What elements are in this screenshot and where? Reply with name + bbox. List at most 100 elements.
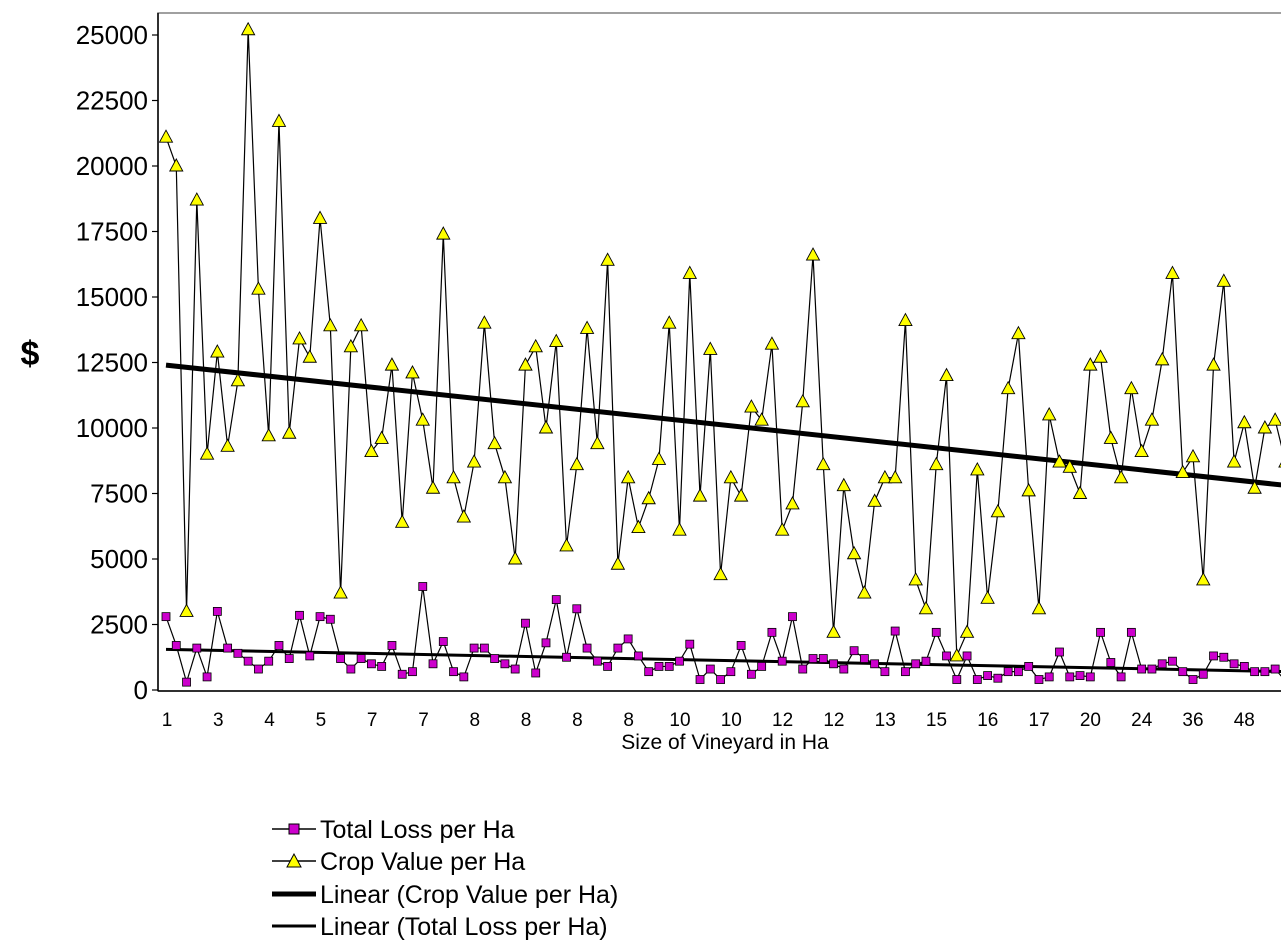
total-loss-point [1075, 671, 1085, 680]
crop-value-point [733, 488, 749, 502]
crop-value-point [158, 129, 174, 143]
crop-value-point [846, 545, 862, 560]
crop-value-point [1278, 462, 1281, 468]
crop-value-point [970, 461, 985, 476]
x-tick-label: 16 [977, 710, 998, 731]
crop-value-point [1134, 443, 1149, 458]
x-tick-label: 10 [669, 710, 690, 731]
crop-value-point [723, 469, 739, 484]
total-loss-point [469, 643, 479, 653]
y-tick-label: 12500 [76, 348, 148, 378]
total-loss-point [284, 654, 294, 663]
crop-value-point [620, 469, 636, 484]
crop-value-point [1062, 459, 1078, 473]
y-tick-label: 22500 [76, 86, 148, 116]
total-loss-point [1270, 664, 1280, 674]
total-loss-point [1178, 667, 1188, 677]
plot-area-border [157, 12, 1281, 692]
total-loss-point [623, 634, 633, 644]
x-axis: 1 3 4 5 7 7 8 8 8 8 10 10 12 12 13 15 16 17 20 24 36 48 [158, 690, 1281, 731]
total-loss-point [541, 638, 551, 648]
total-loss-point [438, 637, 448, 646]
y-tick-label: 7500 [90, 479, 148, 509]
y-axis: 0 2500 5000 7500 10000 12500 15000 17500 20000 22… [76, 13, 159, 705]
legend-item-crop-value: Crop Value per Ha [272, 848, 525, 876]
x-tick-label: 7 [367, 710, 378, 731]
crop-value-point [528, 338, 543, 353]
total-loss-point [397, 669, 407, 679]
total-loss-point [295, 610, 304, 620]
legend-item-linear-total-loss: Linear (Total Loss per Ha) [272, 913, 608, 941]
total-loss-point [1106, 658, 1116, 667]
total-loss-point [716, 675, 725, 684]
total-loss-point [942, 651, 951, 661]
crop-value-point [774, 522, 790, 536]
crop-value-point [744, 399, 759, 413]
series-line-crop-value [165, 29, 1281, 657]
legend-item-linear-crop-value: Linear (Crop Value per Ha) [272, 881, 618, 909]
crop-value-point [867, 493, 882, 507]
total-loss-point [890, 626, 900, 636]
total-loss-point [726, 667, 736, 677]
crop-value-point [1267, 412, 1281, 426]
legend: Total Loss per Ha Crop Value per Ha Line… [272, 816, 618, 941]
total-loss-point [346, 664, 356, 674]
total-loss-point [808, 654, 818, 663]
crop-value-point [692, 488, 708, 502]
total-loss-point [264, 656, 274, 666]
crop-value-point [240, 21, 256, 36]
crop-value-point [898, 312, 913, 327]
total-loss-point [572, 604, 582, 614]
crop-value-point [1021, 482, 1036, 497]
crop-value-point [1093, 349, 1108, 363]
total-loss-point [449, 667, 458, 677]
total-loss-point [746, 669, 756, 679]
total-loss-point [325, 614, 335, 624]
crop-value-point [210, 344, 225, 358]
crop-value-point [374, 430, 389, 444]
total-loss-point [1034, 675, 1044, 684]
total-loss-point [366, 659, 376, 669]
legend-item-total-loss: Total Loss per Ha [272, 816, 515, 844]
total-loss-point [921, 656, 931, 666]
total-loss-point [1229, 659, 1239, 669]
total-loss-point [705, 664, 715, 674]
crop-value-point [1247, 480, 1262, 494]
total-loss-point [1250, 667, 1260, 677]
crop-value-point [1154, 351, 1170, 366]
crop-value-point [836, 477, 852, 492]
crop-value-point [405, 365, 420, 379]
trendline-total-loss [165, 647, 1281, 674]
total-loss-point [777, 656, 787, 666]
crop-value-point [477, 315, 492, 329]
legend-triangle-marker [286, 852, 302, 868]
crop-value-point [312, 210, 328, 224]
x-tick-label: 5 [316, 710, 327, 731]
crop-value-point [1206, 357, 1221, 371]
total-loss-point [1239, 662, 1249, 671]
total-loss-point [212, 607, 222, 616]
legend-label: Linear (Crop Value per Ha) [320, 881, 618, 909]
crop-value-point [908, 572, 923, 586]
crop-value-point [682, 265, 698, 279]
total-loss-point [839, 664, 849, 674]
total-loss-point [1096, 627, 1105, 637]
crop-value-point [333, 585, 348, 599]
legend-label: Crop Value per Ha [320, 848, 525, 876]
total-loss-point [849, 646, 859, 656]
crop-value-point [261, 427, 276, 442]
total-loss-point [192, 643, 202, 653]
crop-value-point [518, 357, 533, 371]
crop-value-point [877, 469, 893, 484]
crop-value-point [672, 522, 687, 536]
total-loss-point [788, 612, 797, 622]
total-loss-point [685, 639, 695, 649]
crop-value-point [1031, 600, 1047, 615]
total-loss-point [757, 662, 767, 671]
crop-value-point [271, 113, 287, 127]
total-loss-point [582, 643, 592, 653]
total-loss-point [952, 675, 962, 684]
crop-value-point [590, 435, 605, 450]
crop-value-point [661, 315, 677, 329]
